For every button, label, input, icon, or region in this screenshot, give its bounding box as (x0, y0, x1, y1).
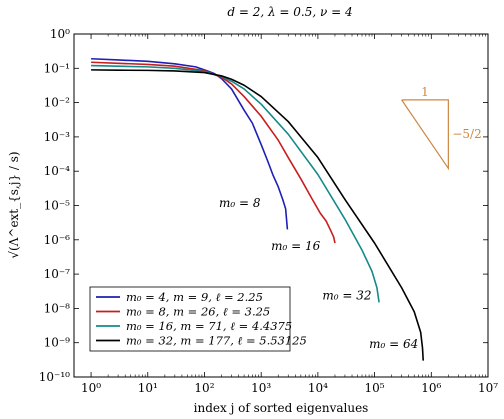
series-layer (91, 57, 425, 361)
y-axis: 10⁰ 10⁻¹ 10⁻² 10⁻³ 10⁻⁴ 10⁻⁵ 10⁻⁶ 10⁻⁷ 10⁻⁸ 10⁻⁹ 1… (39, 27, 488, 384)
y-axis-label: √(Λ^ext_{s,j} / s) (7, 151, 21, 258)
legend-entry-2: m₀ = 8, m = 26, ℓ = 3.25 (126, 305, 270, 319)
slope-run-label: 1 (421, 85, 429, 99)
legend-entry-3: m₀ = 16, m = 71, ℓ = 4.4375 (126, 319, 292, 333)
y-tick-label: 10⁻⁵ (44, 199, 71, 213)
x-tick-label: 10¹ (138, 381, 158, 395)
curve-label-3: m₀ = 32 (322, 289, 371, 303)
curve-label-2: m₀ = 16 (271, 239, 321, 253)
y-tick-label: 10⁻⁴ (44, 164, 71, 178)
series-line-1 (91, 57, 289, 230)
legend-entry-1: m₀ = 4, m = 9, ℓ = 2.25 (126, 290, 263, 304)
y-tick-label: 10⁻⁸ (44, 301, 71, 315)
x-tick-label: 10⁷ (478, 381, 498, 395)
y-tick-label: 10⁻² (44, 96, 71, 110)
y-tick-label: 10⁻¹ (44, 61, 70, 75)
series-line-2 (91, 61, 336, 244)
y-tick-label: 10⁻³ (44, 130, 71, 144)
x-tick-label: 10⁵ (365, 381, 385, 395)
x-tick-label: 10³ (251, 381, 271, 395)
curve-label-4: m₀ = 64 (369, 337, 418, 351)
x-tick-label: 10² (194, 381, 214, 395)
series-line-4 (91, 69, 425, 361)
y-tick-label: 10⁻¹⁰ (39, 370, 70, 384)
slope-rise-label: −5/2 (452, 127, 481, 141)
y-tick-label: 10⁰ (50, 27, 70, 41)
y-tick-label: 10⁻⁶ (44, 233, 71, 247)
x-axis-label: index j of sorted eigenvalues (194, 401, 369, 415)
legend-box (89, 286, 291, 352)
chart-title: d = 2, λ = 0.5, ν = 4 (227, 5, 352, 19)
series-line-3 (91, 64, 380, 303)
x-tick-label: 10⁰ (81, 381, 101, 395)
y-tick-label: 10⁻⁷ (44, 267, 71, 281)
slope-triangle (401, 99, 449, 171)
legend-entry-4: m₀ = 32, m = 177, ℓ = 5.53125 (126, 334, 307, 348)
x-tick-label: 10⁴ (308, 381, 328, 395)
x-tick-label: 10⁶ (421, 381, 441, 395)
annotations: m₀ = 8 m₀ = 16 m₀ = 32 m₀ = 64 1 −5/2 (219, 85, 482, 351)
x-axis: 10⁰ 10¹ 10² 10³ 10⁴ 10⁵ 10⁶ 10⁷ (81, 34, 498, 395)
curve-label-1: m₀ = 8 (219, 196, 261, 210)
y-tick-label: 10⁻⁹ (44, 336, 71, 350)
